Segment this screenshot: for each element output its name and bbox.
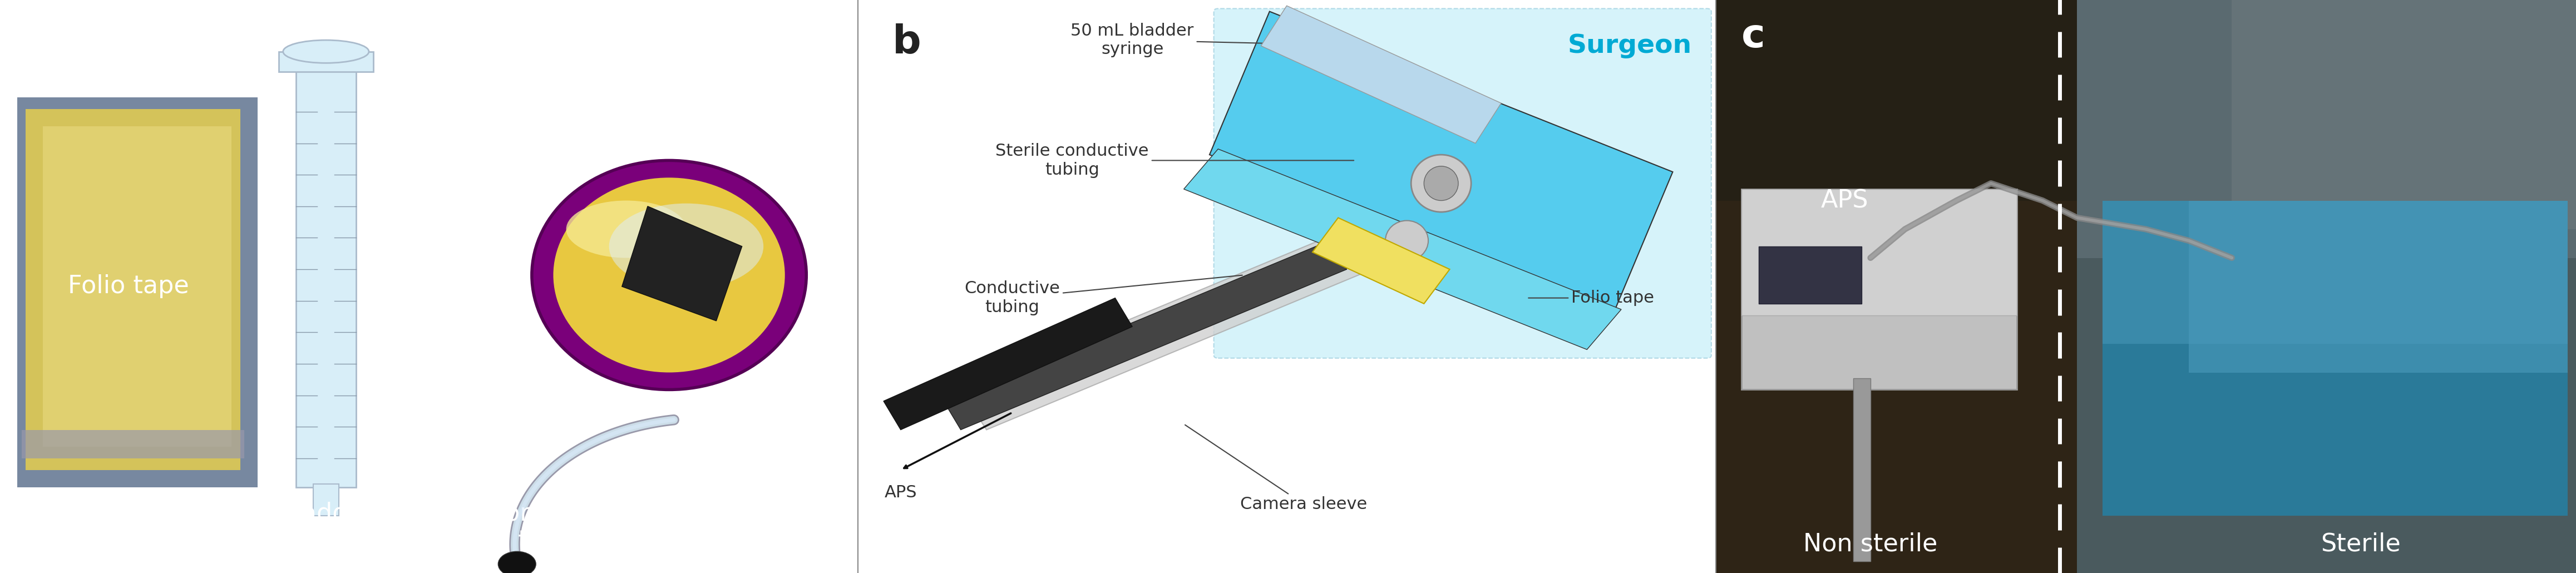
Ellipse shape <box>608 203 762 289</box>
Bar <box>44 126 232 447</box>
Polygon shape <box>621 206 742 321</box>
Text: Folio tape: Folio tape <box>1528 290 1654 306</box>
Polygon shape <box>884 298 1133 430</box>
Text: b: b <box>891 23 920 61</box>
Ellipse shape <box>567 201 685 258</box>
Bar <box>296 69 355 487</box>
Text: Sterile: Sterile <box>2321 532 2401 556</box>
Text: Non sterile: Non sterile <box>1803 532 1937 556</box>
Bar <box>2102 201 2568 344</box>
Polygon shape <box>1211 11 1672 315</box>
Ellipse shape <box>554 178 786 372</box>
Text: Surgeon: Surgeon <box>1569 33 1692 58</box>
Bar <box>21 430 245 458</box>
Text: a: a <box>18 17 44 56</box>
Bar <box>26 109 240 470</box>
Bar <box>1741 189 2017 315</box>
Ellipse shape <box>531 160 806 390</box>
Polygon shape <box>1262 6 1502 143</box>
Text: Camera sleeve: Camera sleeve <box>577 28 762 52</box>
Circle shape <box>497 551 536 573</box>
Ellipse shape <box>1412 155 1471 212</box>
Polygon shape <box>1185 149 1620 350</box>
Bar <box>2190 201 2568 372</box>
Bar <box>1759 246 1862 304</box>
Ellipse shape <box>1386 221 1427 261</box>
Text: Folio tape: Folio tape <box>67 274 188 299</box>
Polygon shape <box>943 241 1347 430</box>
Bar <box>314 484 340 516</box>
Text: c: c <box>1741 17 1765 56</box>
Bar <box>2102 229 2568 516</box>
Text: Bladder
syringe: Bladder syringe <box>278 501 374 553</box>
Text: Camera sleeve: Camera sleeve <box>1185 425 1368 512</box>
Text: APS: APS <box>884 485 917 501</box>
Ellipse shape <box>1425 166 1458 201</box>
Bar <box>1716 0 2076 573</box>
Polygon shape <box>1311 218 1450 304</box>
Bar <box>278 52 374 72</box>
Text: Conductive
tubing: Conductive tubing <box>963 275 1242 315</box>
Text: Conductive
tubing: Conductive tubing <box>487 501 629 553</box>
Bar <box>18 97 258 487</box>
FancyBboxPatch shape <box>1213 9 1710 358</box>
Ellipse shape <box>283 40 368 63</box>
Polygon shape <box>961 201 1440 430</box>
Text: Sterile conductive
tubing: Sterile conductive tubing <box>994 143 1355 178</box>
Bar <box>1716 0 2076 201</box>
Bar <box>1852 378 1870 562</box>
Bar <box>1741 189 2017 390</box>
Text: APS: APS <box>1821 189 1868 213</box>
Bar <box>2076 0 2576 258</box>
Bar <box>2076 0 2576 573</box>
Text: 50 mL bladder
syringe: 50 mL bladder syringe <box>1072 23 1370 57</box>
Bar <box>2231 0 2576 229</box>
